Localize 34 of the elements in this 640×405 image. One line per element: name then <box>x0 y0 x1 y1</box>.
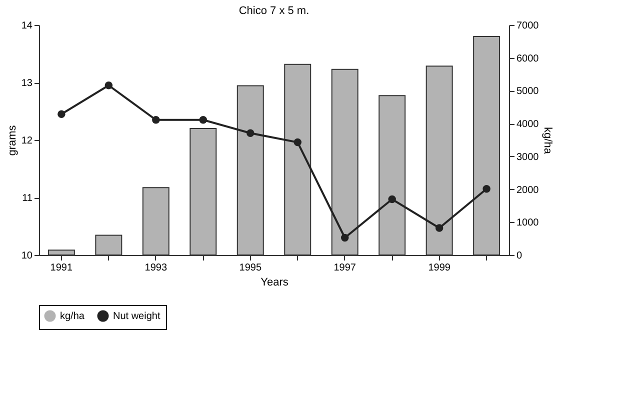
point <box>435 224 444 232</box>
point <box>104 82 113 90</box>
point <box>294 138 302 146</box>
y-axis-title: grams <box>6 124 18 156</box>
y2-tick-label: 6000 <box>516 53 540 64</box>
y-tick-label: 12 <box>21 136 33 146</box>
x-axis-title: Years <box>260 276 289 288</box>
y2-tick-label: 4000 <box>516 119 540 130</box>
legend-label: kg/ha <box>60 311 85 322</box>
y2-tick-label: 2000 <box>516 184 540 196</box>
y2-tick-label: 7000 <box>516 20 540 32</box>
y-tick-label: 14 <box>21 20 33 32</box>
point <box>246 129 254 137</box>
point <box>340 234 349 242</box>
y2-tick-label: 0 <box>516 250 522 262</box>
y2-tick-label: 3000 <box>516 152 540 163</box>
point <box>58 110 66 118</box>
point <box>482 185 490 193</box>
point <box>152 116 160 124</box>
y-tick-label: 10 <box>21 250 33 262</box>
x-tick-label: 1991 <box>50 262 73 274</box>
y2-tick-label: 5000 <box>516 86 540 98</box>
chart-title: Chico 7 x 5 m. <box>238 5 310 17</box>
point <box>199 116 208 124</box>
y2-tick-label: 1000 <box>516 218 540 229</box>
legend-label: Nut weight <box>113 311 160 322</box>
x-tick-label: 1993 <box>144 262 168 274</box>
y-tick-label: 11 <box>22 193 33 204</box>
point <box>388 195 396 204</box>
x-tick-label: 1997 <box>334 262 356 274</box>
x-tick-label: 1995 <box>239 262 262 274</box>
y-tick-label: 13 <box>21 78 33 89</box>
x-tick-label: 1999 <box>428 262 451 274</box>
y2-axis-title: kg/ha <box>542 127 554 155</box>
